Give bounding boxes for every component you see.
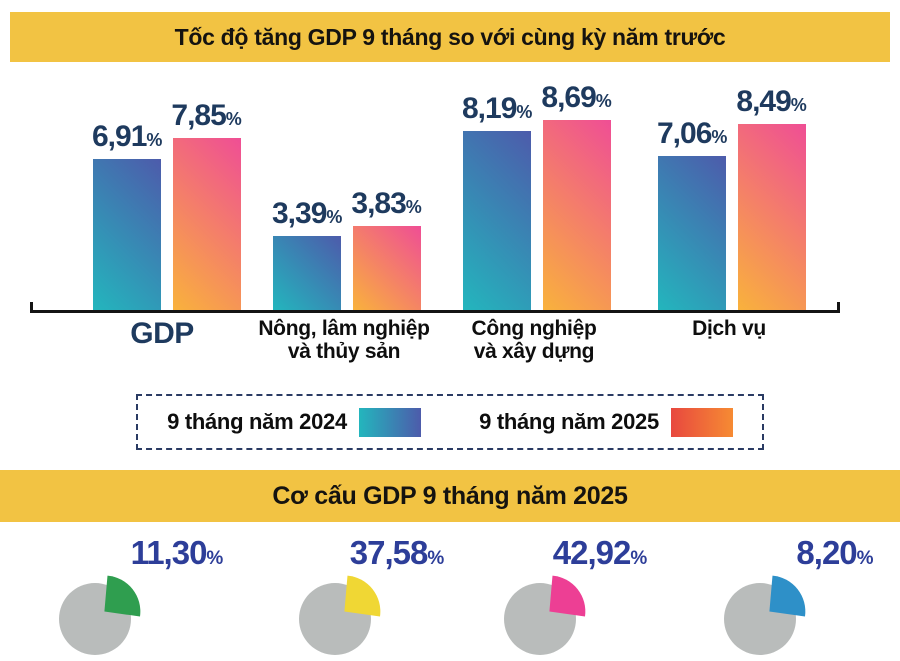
bar-group-gdp: 6,91% 7,85% <box>92 70 242 310</box>
bar-unit-2025: 8,49% <box>736 85 807 310</box>
bar-value-label: 8,69% <box>541 81 612 114</box>
category-label-industry: Công nghiệp và xây dựng <box>471 317 597 363</box>
legend-swatch-2025 <box>670 407 733 437</box>
pie-slice-pink <box>549 575 586 617</box>
percent-sign: % <box>206 548 224 569</box>
bar-2025 <box>737 124 806 310</box>
percent-sign: % <box>405 197 422 217</box>
percent-sign: % <box>790 95 807 115</box>
growth-section-header: Tốc độ tăng GDP 9 tháng so với cùng kỳ n… <box>10 12 890 62</box>
share-value-agriculture: 11,30% <box>130 534 224 571</box>
legend-label-2024: 9 tháng năm 2024 <box>167 409 347 434</box>
bar-unit-2025: 7,85% <box>171 99 242 310</box>
percent-sign: % <box>856 548 874 569</box>
percent-sign: % <box>225 109 242 129</box>
pie-slice-yellow <box>344 575 381 617</box>
share-value-industry: 37,58% <box>349 534 445 571</box>
pie-chart-3 <box>504 575 586 655</box>
bar-value-label: 3,83% <box>351 187 422 220</box>
bar-2025 <box>542 120 611 310</box>
pie-chart-4 <box>724 575 806 655</box>
legend-label-2025: 9 tháng năm 2025 <box>479 409 659 434</box>
percent-sign: % <box>630 548 648 569</box>
bar-2024 <box>658 156 727 310</box>
bar-group-agriculture: 3,39% 3,83% <box>272 70 422 310</box>
bar-unit-2024: 8,19% <box>462 94 532 310</box>
category-label-agriculture: Nông, lâm nghiệp và thủy sản <box>258 317 430 363</box>
bar-2025 <box>172 138 241 310</box>
category-label-services: Dịch vụ <box>692 317 766 340</box>
legend-swatch-2024 <box>358 407 421 437</box>
gdp-structure-section: 11,30% 37,58% 42,92% 8,20% <box>0 522 900 655</box>
bar-unit-2024: 7,06% <box>657 119 727 310</box>
bar-unit-2024: 6,91% <box>92 122 162 310</box>
percent-sign: % <box>146 130 163 150</box>
category-label-gdp: GDP <box>130 317 194 350</box>
bar-value-label: 8,49% <box>736 85 807 118</box>
bar-unit-2025: 3,83% <box>351 187 422 310</box>
x-axis-line <box>30 302 840 313</box>
growth-section-title: Tốc độ tăng GDP 9 tháng so với cùng kỳ n… <box>174 23 726 50</box>
bar-group-industry: 8,19% 8,69% <box>462 70 612 310</box>
bar-value-label: 7,06% <box>657 117 728 150</box>
chart-legend: 9 tháng năm 2024 9 tháng năm 2025 <box>136 394 764 450</box>
percent-sign: % <box>326 207 343 227</box>
bar-value-label: 8,19% <box>462 92 533 125</box>
percent-sign: % <box>427 548 445 569</box>
bar-value-label: 3,39% <box>272 197 343 230</box>
bar-value-label: 7,85% <box>171 99 242 132</box>
pie-chart-2 <box>299 575 381 655</box>
bar-2025 <box>352 226 421 310</box>
legend-item-2024: 9 tháng năm 2024 <box>167 407 421 437</box>
structure-section-header: Cơ cấu GDP 9 tháng năm 2025 <box>0 470 900 522</box>
bar-group-services: 7,06% 8,49% <box>657 70 807 310</box>
bar-2024 <box>463 131 532 310</box>
gdp-growth-bar-chart: 6,91% 7,85% 3,39% 3,83% 8,19% 8,69% 7,06… <box>0 70 900 313</box>
bar-unit-2025: 8,69% <box>541 81 612 310</box>
bar-2024 <box>93 159 162 310</box>
bar-2024 <box>273 236 342 310</box>
percent-sign: % <box>516 102 533 122</box>
pie-slice-blue <box>769 575 806 617</box>
pie-slice-green <box>104 575 141 617</box>
bar-unit-2024: 3,39% <box>272 199 342 310</box>
percent-sign: % <box>595 91 612 111</box>
percent-sign: % <box>711 127 728 147</box>
legend-item-2025: 9 tháng năm 2025 <box>479 407 733 437</box>
bar-value-label: 6,91% <box>92 120 163 153</box>
share-value-services: 42,92% <box>552 534 648 571</box>
pie-chart-1 <box>59 575 141 655</box>
structure-section-title: Cơ cấu GDP 9 tháng năm 2025 <box>272 481 628 510</box>
share-value-taxes: 8,20% <box>796 534 874 571</box>
